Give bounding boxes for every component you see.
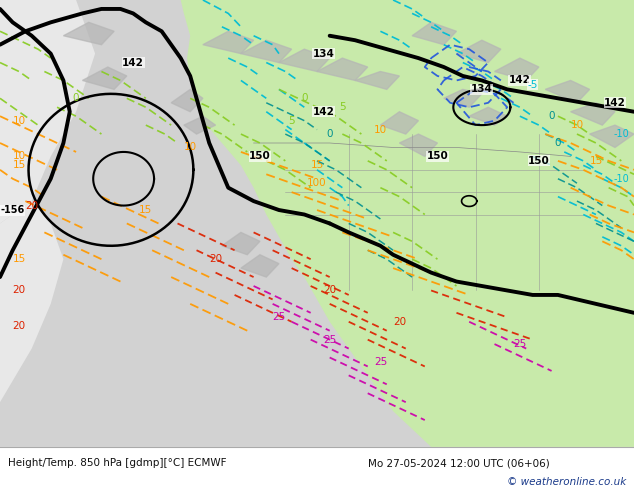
Text: -10: -10 — [614, 129, 629, 139]
Polygon shape — [355, 72, 399, 89]
Text: 25: 25 — [273, 312, 285, 322]
Text: -156: -156 — [1, 205, 25, 215]
Text: © weatheronline.co.uk: © weatheronline.co.uk — [507, 477, 626, 487]
Text: 134: 134 — [471, 84, 493, 95]
Text: 142: 142 — [604, 98, 626, 108]
Text: 10: 10 — [13, 116, 25, 125]
Text: 10: 10 — [374, 124, 387, 135]
Text: 100: 100 — [307, 178, 327, 188]
Text: 10: 10 — [571, 120, 583, 130]
Text: Height/Temp. 850 hPa [gdmp][°C] ECMWF: Height/Temp. 850 hPa [gdmp][°C] ECMWF — [8, 458, 226, 468]
Text: 0: 0 — [327, 129, 333, 139]
Polygon shape — [0, 201, 63, 447]
Text: 142: 142 — [509, 75, 531, 85]
Polygon shape — [241, 255, 279, 277]
Text: 15: 15 — [139, 205, 152, 215]
Text: 134: 134 — [313, 49, 334, 59]
Polygon shape — [469, 107, 507, 125]
Polygon shape — [279, 49, 330, 72]
Text: 150: 150 — [427, 151, 448, 161]
Text: 0: 0 — [73, 93, 79, 103]
Polygon shape — [571, 103, 615, 125]
Text: 142: 142 — [313, 107, 334, 117]
Polygon shape — [456, 40, 501, 63]
Text: 5: 5 — [288, 116, 295, 125]
Polygon shape — [545, 80, 590, 103]
Text: 150: 150 — [528, 156, 550, 166]
Polygon shape — [181, 0, 634, 447]
Polygon shape — [399, 134, 437, 156]
Text: -5: -5 — [527, 80, 538, 90]
Polygon shape — [171, 89, 203, 112]
Text: 15: 15 — [590, 156, 602, 166]
Text: 142: 142 — [122, 57, 144, 68]
Text: 25: 25 — [323, 335, 336, 344]
Text: Mo 27-05-2024 12:00 UTC (06+06): Mo 27-05-2024 12:00 UTC (06+06) — [368, 458, 550, 468]
Polygon shape — [63, 23, 114, 45]
Polygon shape — [590, 125, 634, 147]
Text: 0: 0 — [301, 93, 307, 103]
Polygon shape — [222, 232, 260, 255]
Text: 10: 10 — [184, 143, 197, 152]
Text: 25: 25 — [514, 339, 526, 349]
Polygon shape — [317, 58, 368, 80]
Polygon shape — [241, 40, 292, 63]
Text: 20: 20 — [209, 254, 222, 264]
Text: 25: 25 — [374, 357, 387, 367]
Polygon shape — [82, 67, 127, 89]
Polygon shape — [412, 23, 456, 45]
Polygon shape — [495, 58, 539, 80]
Text: 15: 15 — [13, 254, 25, 264]
Polygon shape — [444, 89, 482, 107]
Text: 20: 20 — [25, 200, 38, 211]
Text: 20: 20 — [13, 321, 25, 331]
Text: 0: 0 — [548, 111, 555, 121]
Polygon shape — [380, 112, 418, 134]
Text: 5: 5 — [339, 102, 346, 112]
Polygon shape — [203, 31, 254, 53]
Text: 10: 10 — [13, 151, 25, 161]
Text: 150: 150 — [249, 151, 271, 161]
Text: 0: 0 — [555, 138, 561, 148]
Text: 15: 15 — [311, 160, 323, 171]
Text: 20: 20 — [13, 286, 25, 295]
Polygon shape — [0, 0, 95, 223]
Text: 20: 20 — [393, 317, 406, 327]
Text: -10: -10 — [614, 174, 629, 184]
Text: 20: 20 — [323, 286, 336, 295]
Polygon shape — [184, 116, 216, 134]
Text: 15: 15 — [13, 160, 25, 171]
